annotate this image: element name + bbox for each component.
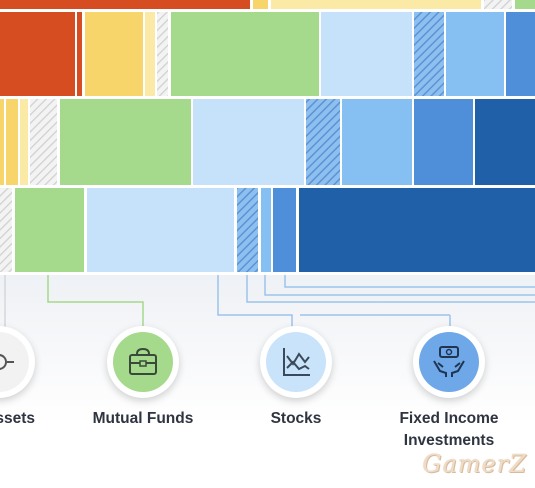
cell-yellow — [85, 12, 143, 96]
cell-green — [515, 0, 535, 9]
treemap-row-3 — [0, 99, 535, 185]
connector-mutual-funds — [47, 275, 144, 328]
cell-sky-blue — [261, 188, 271, 272]
cell-hatched-gray — [30, 99, 57, 185]
cell-pale-blue — [321, 12, 412, 96]
category-label-mutual-funds: Mutual Funds — [92, 410, 194, 427]
watermark: GamerZ — [422, 450, 527, 478]
assets-icon — [0, 332, 29, 392]
stock-chart-icon — [266, 332, 326, 392]
cell-hatched-gray — [0, 188, 12, 272]
cell-red — [0, 12, 75, 96]
cell-green — [171, 12, 319, 96]
cell-mid-blue — [273, 188, 296, 272]
cell-light-yellow — [271, 0, 481, 9]
cell-yellow-thin — [6, 99, 18, 185]
category-mutual-funds[interactable]: Mutual Funds — [78, 326, 208, 456]
cell-pale-blue — [193, 99, 304, 185]
category-label-stocks: Stocks — [270, 410, 322, 427]
category-label-fixed-income: Fixed Income Investments — [384, 408, 514, 452]
category-label-fixed-income-line1: Fixed Income — [399, 410, 499, 427]
cell-red-thin — [77, 12, 82, 96]
cell-hatched-blue — [237, 188, 258, 272]
category-fixed-income[interactable]: Fixed Income Investments — [384, 326, 514, 456]
cell-sky-blue — [446, 12, 504, 96]
cell-yellow — [253, 0, 268, 9]
connector-lines — [4, 275, 535, 330]
connector-fixed-income-2 — [264, 275, 535, 296]
cell-sky-blue — [342, 99, 412, 185]
cell-dark-blue — [299, 188, 535, 272]
cell-green — [15, 188, 84, 272]
cell-hatched-gray — [157, 12, 168, 96]
category-label-fixed-income-line2: Investments — [403, 432, 495, 449]
fixed-income-icon-circle — [413, 326, 485, 398]
treemap-row-2 — [0, 12, 535, 96]
asset-treemap — [0, 0, 535, 272]
cell-light-yellow — [145, 12, 155, 96]
cell-light-yellow — [20, 99, 28, 185]
cell-red — [0, 0, 250, 9]
connector-stocks — [217, 275, 293, 328]
connector-fixed-income-1 — [246, 275, 535, 303]
briefcase-icon — [113, 332, 173, 392]
cell-hatched-blue — [414, 12, 444, 96]
category-assets[interactable]: ssets — [0, 326, 35, 456]
treemap-row-1 — [0, 0, 535, 9]
cell-dark-blue — [475, 99, 535, 185]
cell-green — [60, 99, 191, 185]
cell-yellow — [0, 99, 4, 185]
mutual-funds-icon-circle — [107, 326, 179, 398]
cell-mid-blue — [414, 99, 473, 185]
cell-pale-blue — [87, 188, 234, 272]
connector-fixed-income-3 — [284, 275, 535, 288]
stocks-icon-circle — [260, 326, 332, 398]
cell-hatched-gray — [484, 0, 512, 9]
assets-icon-circle — [0, 326, 35, 398]
cell-hatched-blue — [306, 99, 340, 185]
category-label-assets: ssets — [0, 410, 35, 427]
category-stocks[interactable]: Stocks — [231, 326, 361, 456]
cell-mid-blue — [506, 12, 535, 96]
treemap-row-4 — [0, 188, 535, 272]
money-hands-icon — [419, 332, 479, 392]
